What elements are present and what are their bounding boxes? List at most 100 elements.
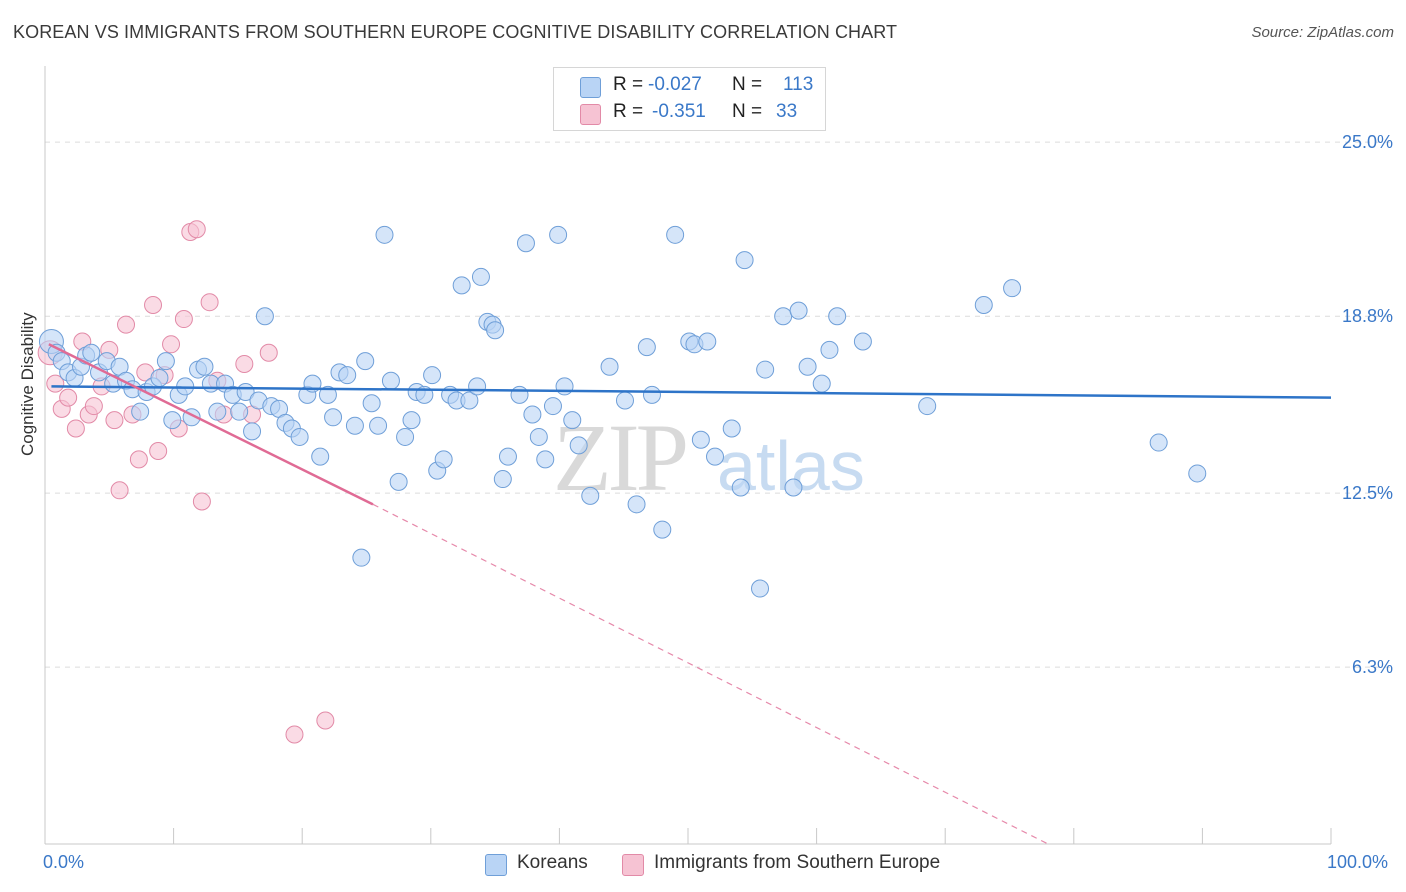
koreans-trend-line — [51, 385, 1332, 399]
immigrant-point — [187, 220, 206, 239]
immigrant-point — [285, 725, 304, 744]
koreans-swatch — [485, 854, 507, 876]
korean-point — [563, 411, 582, 430]
koreans-swatch — [580, 77, 601, 98]
gridlines — [45, 141, 1393, 668]
korean-point — [338, 366, 357, 385]
trend-lines — [48, 343, 1332, 845]
koreans-label: Koreans — [517, 852, 588, 873]
korean-point — [356, 352, 375, 371]
korean-point — [255, 307, 274, 326]
korean-point — [751, 579, 770, 598]
korean-point — [1149, 433, 1168, 452]
korean-point — [381, 371, 400, 390]
y-axis-label: Cognitive Disability — [18, 312, 37, 456]
korean-point — [523, 405, 542, 424]
x-max-label: 100.0% — [1327, 852, 1389, 872]
immigrant-point — [117, 315, 136, 334]
immigrant-point — [316, 711, 335, 730]
korean-point — [510, 385, 529, 404]
korean-point — [828, 307, 847, 326]
immigrants-trend-extension — [372, 503, 1049, 845]
korean-point — [853, 332, 872, 351]
korean-point — [423, 366, 442, 385]
korean-point — [627, 495, 646, 514]
legend-n-value: 113 — [783, 74, 814, 95]
y-tick-label: 25.0% — [1342, 132, 1393, 152]
korean-point — [722, 419, 741, 438]
immigrant-point — [110, 481, 129, 500]
legend-r-value: -0.351 — [652, 101, 706, 122]
immigrants-points — [37, 220, 335, 744]
immigrant-point — [59, 388, 78, 407]
immigrants-swatch — [580, 104, 601, 125]
korean-point — [1003, 279, 1022, 298]
immigrant-point — [144, 296, 163, 315]
korean-point — [318, 385, 337, 404]
korean-point — [529, 427, 548, 446]
korean-point — [820, 340, 839, 359]
korean-point — [230, 402, 249, 421]
immigrant-point — [105, 411, 124, 430]
korean-point — [402, 411, 421, 430]
korean-point — [555, 377, 574, 396]
legend-r-label: R = — [613, 74, 644, 95]
korean-point — [369, 416, 388, 435]
korean-point — [600, 357, 619, 376]
immigrant-point — [66, 419, 85, 438]
legend-n-label: N = — [732, 101, 763, 122]
korean-point — [798, 357, 817, 376]
korean-point — [549, 225, 568, 244]
y-tick-label: 6.3% — [1352, 657, 1393, 677]
korean-point — [486, 321, 505, 340]
axes — [44, 66, 1332, 845]
korean-point — [163, 411, 182, 430]
y-tick-label: 12.5% — [1342, 483, 1393, 503]
korean-point — [311, 447, 330, 466]
correlation-legend: R = -0.027 N = 113 R = -0.351 N = 33 — [553, 67, 826, 131]
korean-point — [706, 447, 725, 466]
legend-r-value: -0.027 — [648, 74, 702, 95]
korean-point — [642, 385, 661, 404]
korean-point — [468, 377, 487, 396]
korean-point — [290, 427, 309, 446]
korean-point — [82, 343, 101, 362]
y-tick-labels: 6.3% 12.5% 18.8% 25.0% — [1342, 132, 1393, 677]
korean-point — [156, 352, 175, 371]
immigrant-point — [259, 343, 278, 362]
immigrant-point — [174, 310, 193, 329]
chart-title: KOREAN VS IMMIGRANTS FROM SOUTHERN EUROP… — [13, 22, 898, 42]
korean-point — [1188, 464, 1207, 483]
korean-point — [789, 301, 808, 320]
korean-point — [375, 225, 394, 244]
korean-point — [774, 307, 793, 326]
immigrant-point — [235, 354, 254, 373]
y-tick-label: 18.8% — [1342, 306, 1393, 326]
immigrants-swatch — [622, 854, 644, 876]
immigrants-trend-line — [48, 343, 374, 506]
korean-point — [784, 478, 803, 497]
korean-point — [569, 436, 588, 455]
korean-point — [352, 548, 371, 567]
korean-point — [471, 267, 490, 286]
immigrant-point — [192, 492, 211, 511]
korean-point — [615, 391, 634, 410]
korean-point — [195, 357, 214, 376]
immigrant-point — [84, 397, 103, 416]
korean-point — [653, 520, 672, 539]
korean-point — [493, 470, 512, 489]
korean-point — [918, 397, 937, 416]
korean-point — [131, 402, 150, 421]
korean-point — [581, 486, 600, 505]
korean-point — [389, 472, 408, 491]
korean-point — [812, 374, 831, 393]
korean-point — [498, 447, 517, 466]
x-min-label: 0.0% — [43, 852, 85, 872]
korean-point — [735, 251, 754, 270]
korean-point — [691, 430, 710, 449]
korean-point — [756, 360, 775, 379]
immigrant-point — [46, 374, 65, 393]
korean-point — [731, 478, 750, 497]
korean-point — [362, 394, 381, 413]
